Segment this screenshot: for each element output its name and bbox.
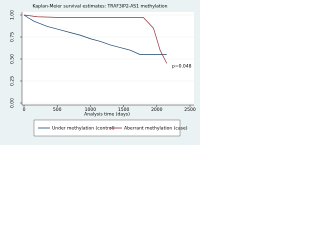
x-axis-label: Analysis time (days) [84, 112, 130, 118]
plot-area [22, 12, 194, 105]
y-tick-label: 0.25 [10, 76, 16, 86]
y-tick-label: 0.00 [10, 98, 16, 108]
legend-label: Aberrant methylation (case) [124, 126, 188, 132]
legend [33, 119, 181, 137]
x-tick-label: 2000 [151, 107, 163, 113]
x-tick-label: 1500 [118, 107, 130, 113]
chart: Kaplan-Meier survival estimates: TRAF3IP… [0, 0, 200, 145]
chart-title: Kaplan-Meier survival estimates: TRAF3IP… [32, 4, 167, 10]
x-tick-label: 2500 [184, 107, 196, 113]
y-tick-label: 0.75 [10, 32, 16, 42]
survival-line [23, 14, 167, 55]
legend-label: Under methylation (control) [52, 126, 115, 132]
y-tick-label: 1.00 [10, 10, 16, 20]
annotation: p=0.048 [172, 64, 192, 70]
survival-line [23, 14, 168, 64]
x-tick-label: 0 [23, 107, 26, 113]
x-tick-label: 1000 [85, 107, 97, 113]
x-tick-label: 500 [53, 107, 62, 113]
y-tick-label: 0.50 [10, 54, 16, 64]
